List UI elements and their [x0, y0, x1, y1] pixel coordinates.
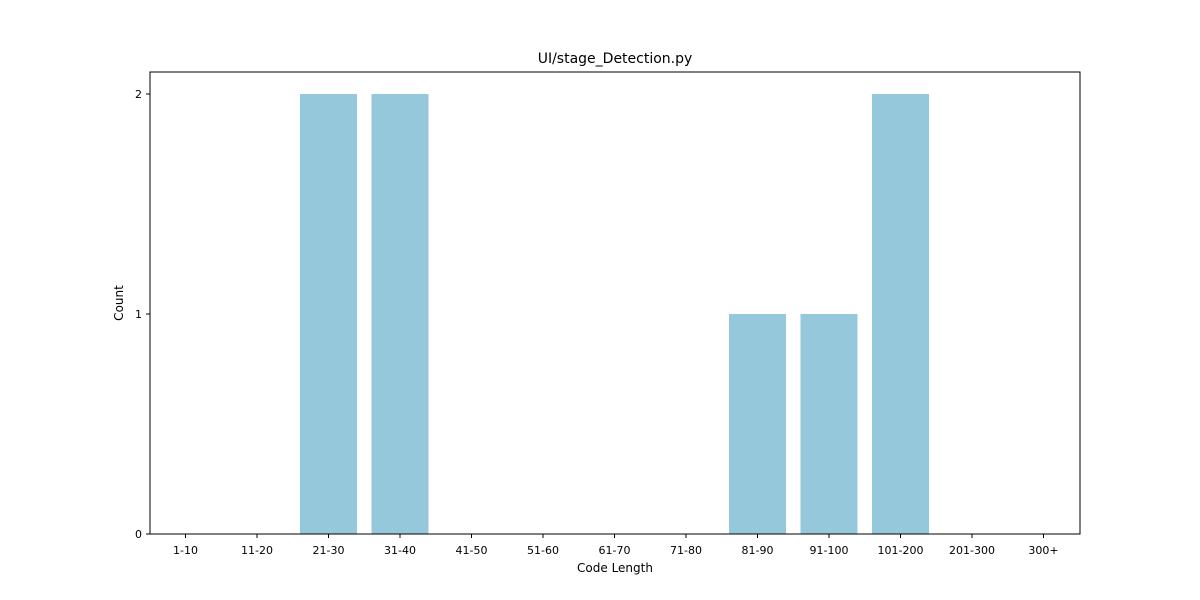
bars-group — [300, 94, 929, 534]
bar-91-100 — [800, 314, 858, 534]
x-tick-label-201-300: 201-300 — [949, 544, 995, 557]
y-axis-label: Count — [112, 285, 126, 321]
x-tick-label-21-30: 21-30 — [313, 544, 345, 557]
chart-title: UI/stage_Detection.py — [538, 51, 693, 67]
x-tick-label-101-200: 101-200 — [878, 544, 924, 557]
x-tick-label-51-60: 51-60 — [527, 544, 559, 557]
x-tick-label-61-70: 61-70 — [599, 544, 631, 557]
bar-31-40 — [371, 94, 429, 534]
x-tick-label-31-40: 31-40 — [384, 544, 416, 557]
plot-area-frame — [149, 71, 1081, 535]
x-tick-label-11-20: 11-20 — [241, 544, 273, 557]
y-tick-label-0: 0 — [135, 528, 142, 541]
bar-101-200 — [872, 94, 929, 534]
x-tick-label-41-50: 41-50 — [456, 544, 488, 557]
y-axis-ticks: 0 1 2 — [135, 88, 150, 541]
x-tick-label-1-10: 1-10 — [173, 544, 198, 557]
x-axis-label: Code Length — [577, 561, 653, 575]
y-tick-label-1: 1 — [135, 308, 142, 321]
y-tick-label-2: 2 — [135, 88, 142, 101]
x-axis-ticks: 1-10 11-20 21-30 31-40 41-50 51-60 61-70 71-80 8… — [173, 534, 1059, 557]
x-tick-label-71-80: 71-80 — [670, 544, 702, 557]
x-tick-label-91-100: 91-100 — [810, 544, 849, 557]
x-tick-label-300: 300+ — [1028, 544, 1058, 557]
bar-21-30 — [300, 94, 357, 534]
x-tick-label-81-90: 81-90 — [742, 544, 774, 557]
bar-81-90 — [729, 314, 786, 534]
